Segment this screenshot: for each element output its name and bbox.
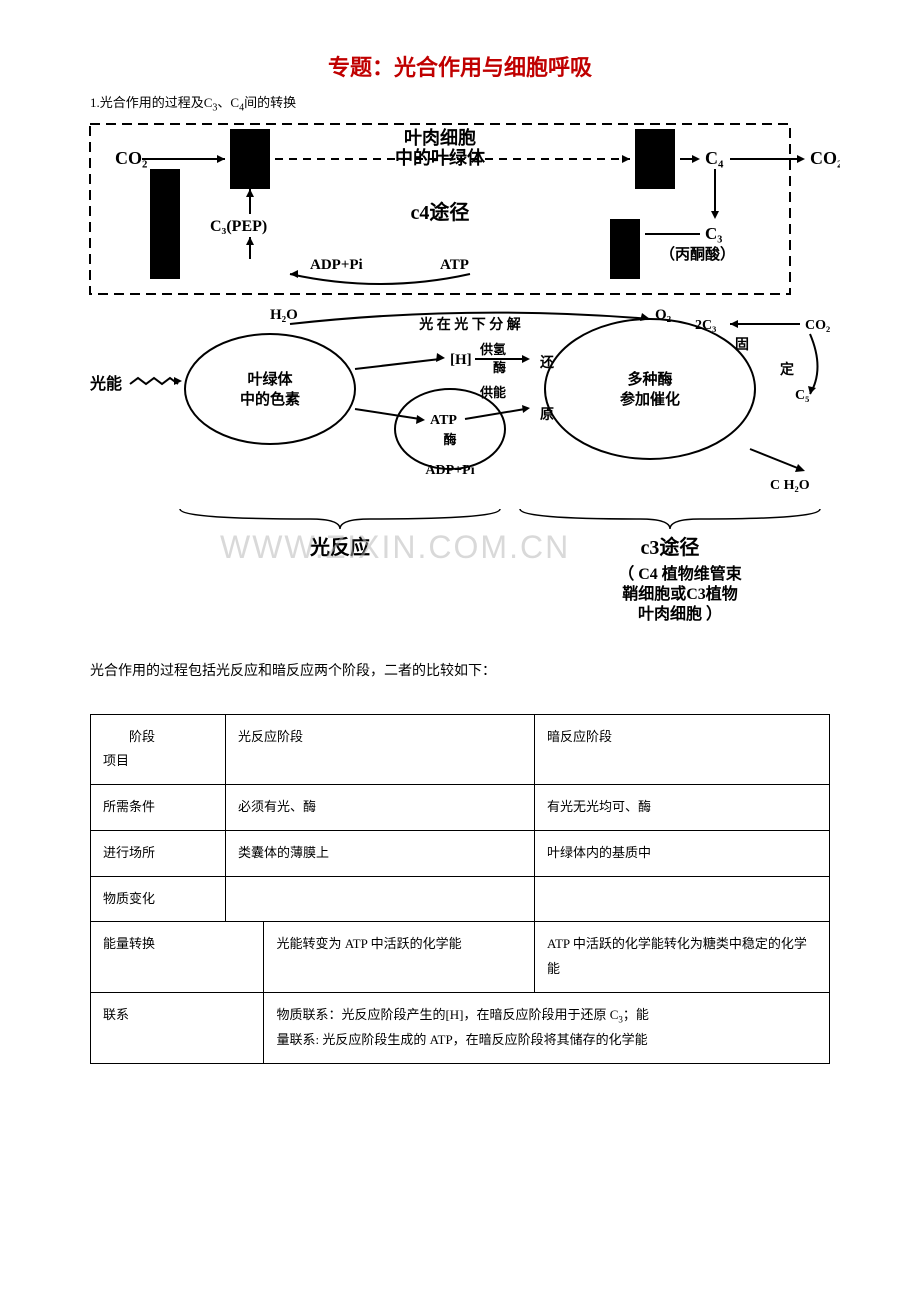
enzyme-label: 酶 [493,360,506,375]
header-cell: 光反应阶段 [226,714,535,784]
enzyme-circle-label: 多种酶 [627,370,672,388]
section-subtitle: 1.光合作用的过程及C3、C4间的转换 [90,92,860,114]
fix-label: 固 [735,337,749,353]
c5-label: C₅ [795,388,809,403]
cell-text: 量联系: 光反应阶段生成的 ATP，在暗反应阶段将其储存的化学能 [276,1032,647,1047]
light-reaction-label: 光反应 [309,535,370,559]
adp-label: ADP+Pi [310,257,363,273]
pyruvate-label: （丙酮酸） [660,245,735,263]
row-label: 能量转换 [91,922,264,992]
atp-label: ATP [440,257,469,273]
co2-label: CO₂ [810,148,840,168]
pigment-label: 中的色素 [240,390,300,408]
fix-label: 定 [780,361,794,378]
c3-label: C₃ [705,224,722,243]
diagram-label: 叶肉细胞 [404,127,476,148]
row-label: 联系 [91,992,264,1063]
cell-text: 物质联系：光反应阶段产生的[H]，在暗反应阶段用于还原 C [276,1007,618,1022]
pigment-label: 叶绿体 [247,370,293,388]
cell: 物质联系：光反应阶段产生的[H]，在暗反应阶段用于还原 C3；能 量联系: 光反… [264,992,830,1063]
c3pep-label: C₃(PEP) [210,218,267,235]
co2-label: CO₂ [805,318,830,333]
subtitle-part: 、C [217,95,239,110]
table-row: 所需条件 必须有光、酶 有光无光均可、酶 [91,785,830,831]
cell: 类囊体的薄膜上 [226,830,535,876]
cell [535,876,830,922]
c4-pathway-label: c4途径 [411,200,470,224]
cell-text: 项目 [103,753,129,768]
subtitle-part: 间的转换 [244,95,296,110]
h2o-label: H₂O [270,307,298,323]
cell: 必须有光、酶 [226,785,535,831]
header-cell: 暗反应阶段 [535,714,830,784]
bundle-note: （ C4 植物维管束 [618,564,743,583]
cell: 光能转变为 ATP 中活跃的化学能 [264,922,535,992]
cell [226,876,535,922]
h-label: [H] [450,352,472,368]
header-cell: 阶段 项目 [91,714,226,784]
enzyme-label: 酶 [443,432,456,447]
atp-label: ATP [430,413,457,428]
c3-pathway-label: c3途径 [641,535,700,559]
c4-label: C₄ [705,148,724,168]
split-label: 光 在 光 下 分 解 [418,316,521,333]
intro-paragraph: 光合作用的过程包括光反应和暗反应两个阶段，二者的比较如下： [90,659,830,684]
two-c3-label: 2C₃ [695,318,716,333]
row-label: 物质变化 [91,876,226,922]
table-row: 联系 物质联系：光反应阶段产生的[H]，在暗反应阶段用于还原 C3；能 量联系:… [91,992,830,1063]
row-label: 所需条件 [91,785,226,831]
diagram-label: 中的叶绿体 [395,147,486,168]
subtitle-part: 1.光合作用的过程及C [90,95,212,110]
page-title: 专题：光合作用与细胞呼吸 [60,50,860,82]
cell: 有光无光均可、酶 [535,785,830,831]
cell: 叶绿体内的基质中 [535,830,830,876]
adp-label: ADP+Pi [425,463,474,478]
light-energy-label: 光能 [89,374,122,393]
table-row: 物质变化 [91,876,830,922]
cell-text: 阶段 [103,729,155,744]
table-row: 进行场所 类囊体的薄膜上 叶绿体内的基质中 [91,830,830,876]
row-label: 进行场所 [91,830,226,876]
table-row: 能量转换 光能转变为 ATP 中活跃的化学能 ATP 中活跃的化学能转化为糖类中… [91,922,830,992]
comparison-table: 阶段 项目 光反应阶段 暗反应阶段 所需条件 必须有光、酶 有光无光均可、酶 进… [90,714,830,1064]
ch2o-label: C H₂O [770,478,810,493]
bundle-note: 鞘细胞或C3植物 [622,584,738,603]
supply-h-label: 供氢 [479,342,506,357]
cell-text: ；能 [623,1007,649,1022]
bundle-note: 叶肉细胞 ） [638,604,722,623]
enzyme-circle-label: 参加催化 [620,390,680,408]
photosynthesis-diagram: 叶肉细胞 中的叶绿体 CO₂ C₄ CO₂ C₃(PEP) c4途径 ADP+P… [80,119,840,634]
table-row: 阶段 项目 光反应阶段 暗反应阶段 [91,714,830,784]
diagram-svg: 叶肉细胞 中的叶绿体 CO₂ C₄ CO₂ C₃(PEP) c4途径 ADP+P… [80,119,840,629]
cell: ATP 中活跃的化学能转化为糖类中稳定的化学能 [535,922,830,992]
